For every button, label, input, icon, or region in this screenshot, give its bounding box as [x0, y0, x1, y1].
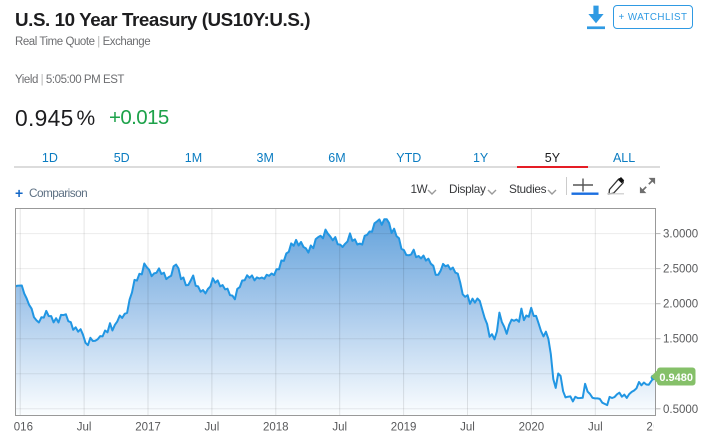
svg-text:0.5000: 0.5000 [663, 404, 698, 416]
svg-text:Jul: Jul [588, 422, 603, 434]
svg-text:1.5000: 1.5000 [663, 334, 698, 346]
svg-text:2021: 2021 [646, 422, 672, 434]
svg-text:2019: 2019 [391, 422, 417, 434]
svg-text:2017: 2017 [135, 422, 161, 434]
svg-text:Jul: Jul [77, 422, 92, 434]
svg-text:0.9480: 0.9480 [659, 372, 693, 384]
svg-text:Jul: Jul [332, 422, 347, 434]
svg-text:Jul: Jul [460, 422, 475, 434]
svg-text:2016: 2016 [7, 422, 33, 434]
svg-text:2018: 2018 [263, 422, 289, 434]
svg-text:3.0000: 3.0000 [663, 229, 698, 241]
svg-text:2.0000: 2.0000 [663, 299, 698, 311]
svg-text:2.5000: 2.5000 [663, 264, 698, 276]
svg-text:Jul: Jul [205, 422, 220, 434]
svg-text:2020: 2020 [519, 422, 545, 434]
